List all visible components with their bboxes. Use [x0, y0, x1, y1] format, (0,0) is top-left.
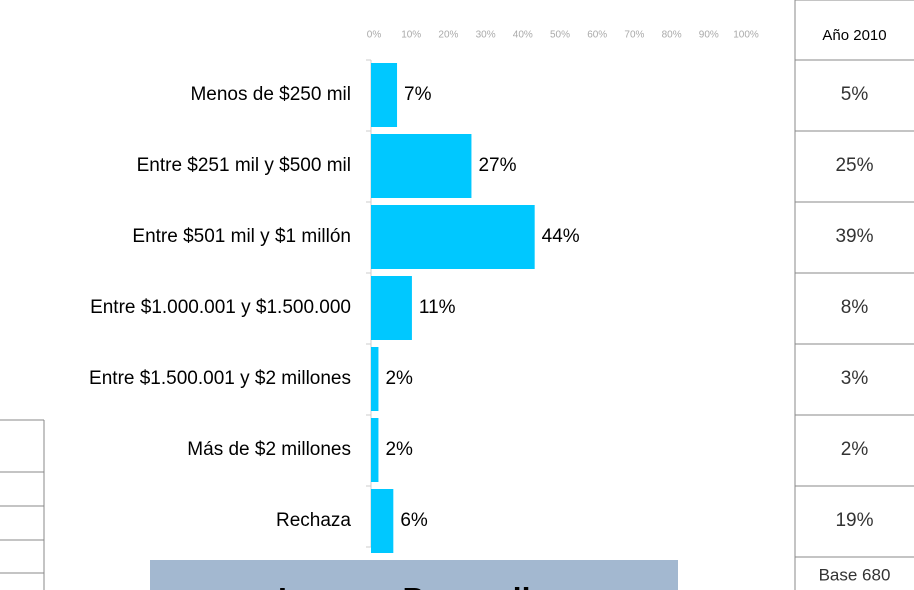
bar: [371, 418, 379, 482]
banner-title: Ingreso Promedio: [278, 581, 550, 590]
x-tick-label: 20%: [438, 30, 458, 41]
x-tick-label: 70%: [624, 30, 644, 41]
year-table: Año 2010 5% 25% 39% 8% 3% 2% 19% Base 680: [794, 0, 914, 590]
left-table-fragment: [0, 419, 45, 590]
table-header: Año 2010: [822, 27, 886, 44]
data-label: 44%: [542, 226, 580, 247]
banner: [150, 560, 678, 590]
table-footer: Base 680: [819, 565, 891, 584]
data-label: 7%: [404, 84, 432, 105]
x-tick-label: 50%: [550, 30, 570, 41]
x-tick-label: 60%: [587, 30, 607, 41]
x-tick-label: 80%: [662, 30, 682, 41]
bar: [371, 205, 535, 269]
y-tick-label: Entre $1.500.001 y $2 millones: [89, 368, 351, 389]
y-tick-label: Entre $251 mil y $500 mil: [137, 155, 351, 176]
y-tick-label: Más de $2 millones: [187, 439, 351, 460]
bar: [371, 63, 398, 127]
x-tick-label: 10%: [401, 30, 421, 41]
y-tick-label: Entre $501 mil y $1 millón: [132, 226, 351, 247]
data-label: 2%: [385, 368, 413, 389]
y-tick-label: Menos de $250 mil: [190, 84, 351, 105]
data-label: 11%: [419, 297, 456, 318]
x-tick-label: 40%: [513, 30, 533, 41]
data-label: 6%: [400, 510, 428, 531]
y-tick-label: Entre $1.000.001 y $1.500.000: [90, 297, 351, 318]
data-label: 27%: [478, 155, 516, 176]
table-cell: 3%: [841, 368, 869, 389]
x-tick-label: 100%: [733, 30, 759, 41]
bar: [371, 489, 394, 553]
data-label: 2%: [385, 439, 413, 460]
table-cell: 5%: [841, 84, 869, 105]
table-cell: 2%: [841, 439, 869, 460]
table-cell: 25%: [835, 155, 873, 176]
chart: 0% 10% 20% 30% 40% 50% 60% 70% 80% 90% 100% Menos d…: [89, 30, 759, 553]
bar: [371, 134, 472, 198]
bar: [371, 347, 379, 411]
bar: [371, 276, 412, 340]
x-tick-label: 90%: [699, 30, 719, 41]
table-cell: 39%: [835, 226, 873, 247]
table-cell: 8%: [841, 297, 869, 318]
x-tick-label: 0%: [367, 30, 382, 41]
table-cell: 19%: [835, 510, 873, 531]
x-tick-label: 30%: [476, 30, 496, 41]
y-tick-label: Rechaza: [276, 510, 351, 531]
